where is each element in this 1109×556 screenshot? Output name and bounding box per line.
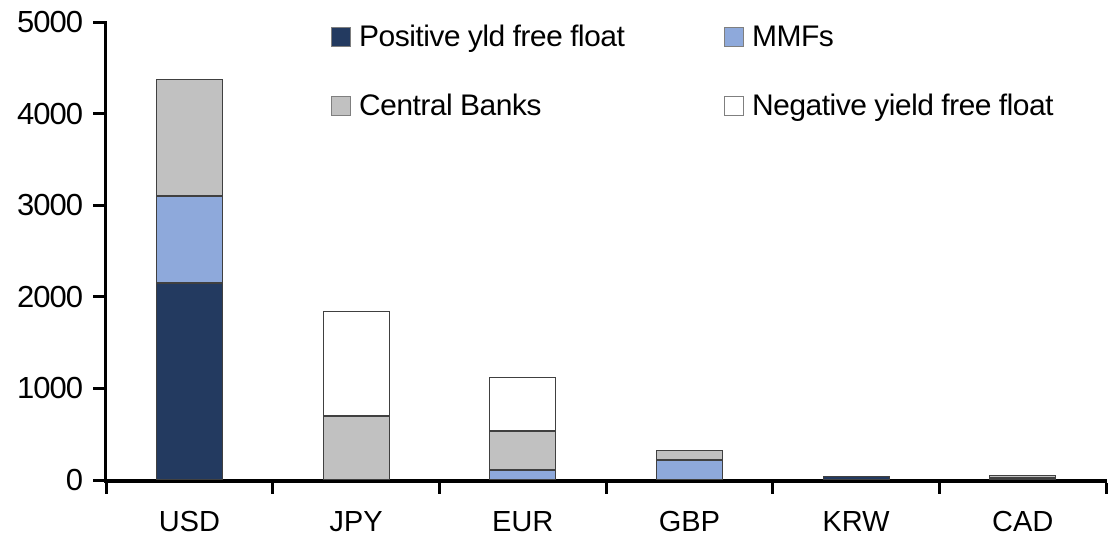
legend-label: Central Banks [359,89,541,122]
category-label-krw: KRW [822,506,890,538]
plot-area [106,22,1106,480]
x-axis-tick [771,483,775,494]
bar-krw [822,22,890,480]
category-label-gbp: GBP [658,506,720,538]
legend-swatch-icon [331,96,351,116]
y-axis-tick-label: 3000 [17,187,83,223]
legend-item: Positive yld free float [331,20,625,53]
bar-segment [489,430,557,470]
legend-label: Positive yld free float [359,20,625,53]
bar-segment [489,469,557,480]
x-axis-tick [104,483,108,494]
x-axis-tick [271,483,275,494]
y-axis-tick [93,20,106,24]
bar-eur [489,22,557,480]
bar-segment [822,475,890,480]
y-axis-line [104,21,107,483]
category-label-usd: USD [158,506,220,538]
y-axis-tick-label: 4000 [17,95,83,131]
bar-segment [155,196,223,284]
x-axis-tick [1104,483,1108,494]
x-axis-line [104,479,1107,483]
x-axis-tick [604,483,608,494]
bar-segment [322,311,390,416]
y-axis-tick-label: 5000 [17,4,83,39]
y-axis-tick-label: 0 [65,462,83,497]
bar-segment [322,415,390,480]
y-axis-tick [93,295,106,299]
bar-usd [155,22,223,480]
category-label-eur: EUR [492,506,554,538]
bar-segment [655,459,723,480]
legend-item: MMFs [724,20,834,53]
legend-label: MMFs [752,20,834,53]
x-axis-tick [937,483,941,494]
category-label-cad: CAD [992,506,1054,538]
category-label-jpy: JPY [329,506,383,538]
x-axis-tick [437,483,441,494]
y-axis-tick [93,386,106,390]
bar-segment [989,474,1057,478]
legend-swatch-icon [724,96,744,116]
y-axis-tick-label: 2000 [17,278,83,314]
legend-label: Negative yield free float [752,89,1054,122]
y-axis-tick-label: 1000 [17,370,83,406]
bar-jpy [322,22,390,480]
legend-item: Negative yield free float [724,89,1054,122]
bar-segment [155,283,223,480]
bar-segment [155,78,223,197]
bar-gbp [655,22,723,480]
bar-segment [989,477,1057,480]
bar-cad [989,22,1057,480]
legend-item: Central Banks [331,90,541,122]
y-axis-tick [93,112,106,116]
bar-segment [655,449,723,460]
legend-swatch-icon [331,27,351,47]
bar-segment [489,377,557,431]
y-axis-tick [93,478,106,482]
y-axis-tick [93,203,106,207]
legend-swatch-icon [724,27,744,47]
